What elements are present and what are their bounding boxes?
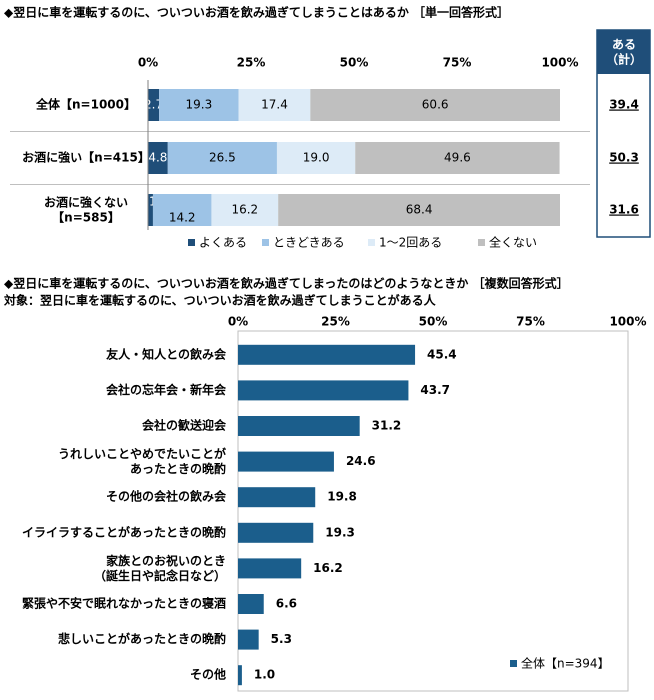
chart-title: ◆翌日に車を運転するのに、ついついお酒を飲み過ぎてしまうことはあるか ［単一回答…: [4, 5, 509, 20]
value-label: 1.0: [254, 668, 275, 682]
category-label: 全体【n=1000】: [35, 97, 136, 112]
value-label: 19.8: [327, 490, 357, 504]
category-label: 会社の歓送迎会: [142, 418, 227, 433]
x-tick-label: 75%: [516, 315, 545, 329]
bar-segment: [152, 194, 212, 226]
value-label: 6.6: [276, 597, 297, 611]
bar: [238, 665, 242, 686]
x-tick-label: 50%: [419, 315, 448, 329]
bar-segment: [211, 194, 279, 226]
legend-label: 全体【n=394】: [521, 656, 610, 671]
value-label: 60.6: [422, 98, 449, 112]
bar: [238, 629, 259, 650]
category-label: うれしいことやめでたいことがあったときの晩酌: [58, 446, 226, 476]
category-label: お酒に強い【n=415】: [22, 150, 150, 165]
category-label: 友人・知人との飲み会: [105, 346, 227, 361]
value-label: 14.2: [169, 211, 196, 225]
legend-swatch: [262, 239, 269, 246]
legend-label: ときどきある: [273, 236, 345, 250]
chart-title: ◆翌日に車を運転するのに、ついついお酒を飲み過ぎてしまったのはどのようなときか …: [4, 276, 569, 291]
value-label: 19.3: [325, 525, 355, 539]
value-label: 31.2: [372, 419, 402, 433]
category-label: 家族とのお祝いのとき（誕生日や記念日など）: [94, 552, 226, 582]
x-tick-label: 25%: [237, 56, 266, 70]
chart-subtitle: 対象：翌日に車を運転するのに、ついついお酒を飲み過ぎてしまうことがある人: [3, 293, 437, 308]
total-value: 50.3: [609, 151, 639, 165]
x-tick-label: 100%: [541, 56, 578, 70]
legend-swatch: [510, 660, 517, 667]
legend-swatch: [478, 239, 485, 246]
bar-segment: [355, 142, 560, 174]
value-label: 16.2: [313, 561, 343, 575]
bar: [238, 451, 334, 472]
value-label: 2.7: [144, 98, 163, 112]
value-label: 68.4: [406, 203, 433, 217]
bar: [238, 416, 360, 436]
bar: [238, 522, 314, 543]
value-label: 19.0: [303, 151, 330, 165]
legend-label: よくある: [199, 236, 247, 250]
bar-segment: [159, 89, 239, 121]
x-tick-label: 50%: [340, 56, 369, 70]
category-label: お酒に強くない【n=585】: [44, 194, 128, 224]
category-label: 悲しいことがあったときの晩酌: [58, 631, 226, 646]
bar: [238, 380, 409, 401]
value-label: 4.8: [148, 151, 167, 165]
x-tick-label: 75%: [443, 56, 472, 70]
legend-swatch: [188, 239, 195, 246]
bar: [238, 558, 302, 579]
value-label: 17.4: [261, 98, 288, 112]
x-tick-label: 100%: [609, 315, 646, 329]
bar-segment: [278, 194, 560, 226]
category-label: その他の会社の飲み会: [106, 489, 227, 504]
bar-segment: [167, 142, 277, 174]
bar: [238, 594, 264, 614]
bar: [238, 487, 316, 508]
legend-swatch: [368, 239, 375, 246]
total-header-bg: [597, 30, 650, 74]
legend-label: 1～2回ある: [379, 236, 442, 250]
x-tick-label: 25%: [321, 315, 350, 329]
value-label: 26.5: [209, 151, 236, 165]
legend-label: 全くない: [489, 235, 537, 250]
value-label: 24.6: [346, 454, 376, 468]
total-header: ある（計）: [606, 37, 642, 66]
value-label: 16.2: [231, 203, 258, 217]
total-value: 39.4: [609, 98, 639, 112]
value-label: 19.3: [186, 98, 213, 112]
category-label: 緊張や不安で眠れなかったときの寝酒: [22, 596, 226, 611]
bar: [238, 344, 416, 365]
bar-segment: [310, 89, 560, 121]
total-value: 31.6: [609, 203, 639, 217]
value-label: 43.7: [420, 383, 450, 397]
bar-segment: [148, 142, 168, 174]
category-label: イライラすることがあったときの晩酌: [22, 524, 226, 539]
category-label: その他: [190, 667, 226, 682]
x-tick-label: 0%: [228, 315, 248, 329]
bar-segment: [148, 89, 160, 121]
bar-segment: [238, 89, 311, 121]
value-label: 5.3: [271, 632, 292, 646]
category-label: 会社の忘年会・新年会: [106, 382, 227, 397]
plot-frame: [237, 330, 629, 692]
value-label: 45.4: [427, 347, 457, 361]
bar-segment: [148, 194, 153, 226]
bar-segment: [276, 142, 356, 174]
value-label: 49.6: [444, 151, 471, 165]
legend-box: [505, 654, 623, 674]
x-tick-label: 0%: [138, 56, 158, 70]
